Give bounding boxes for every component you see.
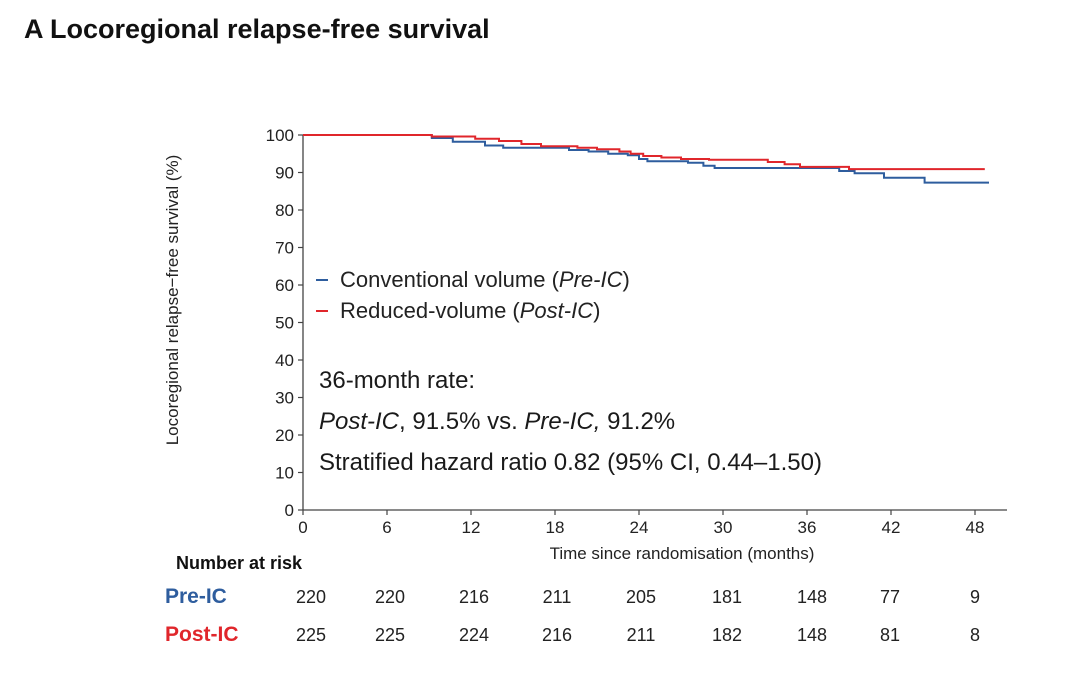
legend-text: Conventional volume ( [340, 267, 559, 292]
risk-row-label-pre-ic: Pre-IC [165, 585, 227, 608]
y-tick-label: 10 [275, 464, 294, 483]
legend-swatch-pre-ic [316, 278, 328, 281]
risk-cell: 148 [796, 587, 828, 607]
risk-cell: 216 [458, 587, 490, 607]
risk-cell: 220 [295, 587, 327, 607]
risk-cell: 211 [542, 587, 572, 607]
risk-cell: 181 [711, 587, 743, 607]
risk-cell: 220 [374, 587, 406, 607]
km-curve-post-ic [303, 134, 985, 171]
y-tick-label: 0 [285, 501, 294, 520]
legend-item-post-ic: Reduced-volume (Post-IC) [316, 295, 630, 326]
legend-text: Reduced-volume ( [340, 298, 520, 323]
annotation-group-b: Pre-IC, [524, 408, 601, 435]
legend: Conventional volume (Pre-IC) Reduced-vol… [316, 264, 630, 326]
y-tick-label: 100 [266, 126, 294, 145]
km-curve-pre-ic [303, 134, 989, 184]
x-axis-title: Time since randomisation (months) [550, 544, 815, 563]
annotation-line-3: Stratified hazard ratio 0.82 (95% CI, 0.… [319, 449, 822, 476]
risk-cell: 9 [969, 587, 981, 607]
risk-cell: 216 [541, 625, 573, 645]
risk-cell: 182 [711, 625, 743, 645]
annotation-value-b: 91.2% [600, 408, 676, 435]
y-tick-label: 30 [275, 389, 294, 408]
legend-text-end: ) [622, 267, 630, 292]
x-tick-label: 18 [546, 518, 565, 537]
risk-row-label-post-ic: Post-IC [165, 623, 239, 646]
panel-title: A Locoregional relapse-free survival [24, 14, 490, 44]
annotation-line-1: 36-month rate: [319, 367, 476, 394]
x-tick-label: 12 [462, 518, 481, 537]
y-tick-label: 50 [275, 314, 294, 333]
risk-cell: 81 [879, 625, 901, 645]
legend-swatch-post-ic [316, 309, 328, 312]
risk-cell: 224 [458, 625, 490, 645]
risk-cell: 148 [796, 625, 828, 645]
risk-cell: 8 [969, 625, 981, 645]
legend-text-italic: Pre-IC [558, 267, 623, 292]
y-tick-label: 70 [275, 239, 294, 258]
x-tick-label: 0 [298, 518, 307, 537]
legend-item-pre-ic: Conventional volume (Pre-IC) [316, 264, 630, 295]
y-tick-label: 20 [275, 426, 294, 445]
annotation-group-a: Post-IC [319, 408, 400, 435]
legend-label-post-ic: Reduced-volume (Post-IC) [340, 295, 600, 326]
legend-label-pre-ic: Conventional volume (Pre-IC) [340, 264, 630, 295]
legend-text-italic: Post-IC [519, 298, 594, 323]
risk-cell: 211 [626, 625, 656, 645]
x-tick-label: 24 [630, 518, 649, 537]
risk-table-title: Number at risk [176, 553, 303, 573]
x-tick-label: 36 [798, 518, 817, 537]
legend-text-end: ) [593, 298, 601, 323]
x-tick-label: 48 [966, 518, 985, 537]
y-tick-label: 40 [275, 351, 294, 370]
y-tick-label: 60 [275, 276, 294, 295]
survival-curves [303, 134, 989, 184]
x-tick-label: 6 [382, 518, 391, 537]
y-tick-label: 80 [275, 201, 294, 220]
y-tick-label: 90 [275, 164, 294, 183]
annotation-line-2: Post-IC, 91.5% vs. Pre-IC, 91.2% [319, 401, 822, 442]
stats-annotation: 36-month rate: Post-IC, 91.5% vs. Pre-IC… [319, 360, 822, 483]
axes: 0 10 20 30 40 50 60 70 80 90 100 0 6 12 18 24 30 36 42 48 [266, 126, 1007, 537]
risk-cell: 77 [879, 587, 901, 607]
annotation-value-a: , 91.5% vs. [399, 408, 525, 435]
risk-cell: 225 [295, 625, 327, 645]
risk-cell: 225 [374, 625, 406, 645]
x-tick-label: 30 [714, 518, 733, 537]
x-tick-label: 42 [882, 518, 901, 537]
risk-cell: 205 [625, 587, 657, 607]
